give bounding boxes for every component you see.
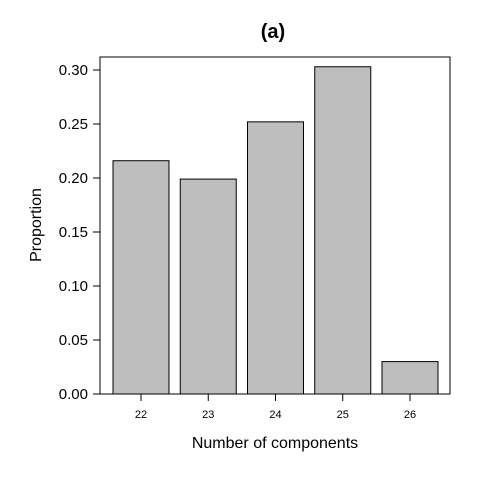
y-axis-label: Proportion [28, 188, 45, 262]
x-axis-label: Number of components [192, 435, 358, 452]
y-tick-label: 0.00 [59, 386, 88, 403]
x-tick-label: 24 [269, 409, 281, 421]
x-tick-label: 26 [404, 409, 416, 421]
y-axis: 0.00 0.05 0.10 0.15 0.20 0.25 0.30 [59, 62, 100, 403]
x-axis: 22 23 24 25 26 [135, 394, 416, 421]
y-tick-label: 0.05 [59, 332, 88, 349]
bar-22 [112, 160, 170, 395]
x-tick-label: 23 [202, 409, 214, 421]
y-tick-label: 0.15 [59, 224, 88, 241]
chart-title: (a) [261, 21, 285, 43]
bar-25 [314, 66, 372, 395]
y-tick-label: 0.30 [59, 62, 88, 79]
y-tick-label: 0.20 [59, 170, 88, 187]
bar-26 [381, 361, 439, 395]
bar-24 [247, 121, 304, 395]
bar-23 [179, 178, 237, 395]
y-tick-label: 0.25 [59, 116, 88, 133]
x-tick-label: 25 [337, 409, 349, 421]
x-tick-label: 22 [135, 409, 147, 421]
y-tick-label: 0.10 [59, 278, 88, 295]
bars-group [112, 66, 439, 395]
